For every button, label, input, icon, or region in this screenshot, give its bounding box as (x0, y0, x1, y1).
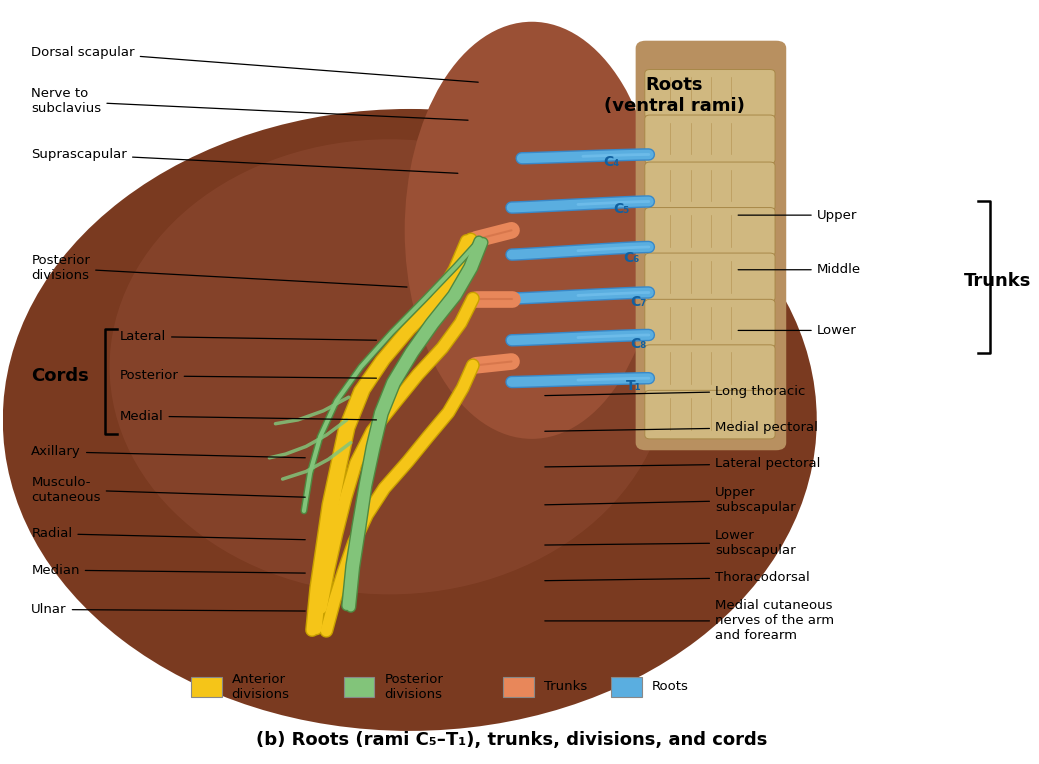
Text: Musculo-
cutaneous: Musculo- cutaneous (31, 476, 305, 503)
Text: Lower
subscapular: Lower subscapular (544, 529, 796, 557)
Text: Trunks: Trunks (964, 272, 1032, 290)
Bar (344, 677, 374, 697)
Text: Ulnar: Ulnar (31, 603, 305, 616)
Text: (b) Roots (rami C₅–T₁), trunks, divisions, and cords: (b) Roots (rami C₅–T₁), trunks, division… (256, 731, 767, 749)
Text: Cords: Cords (31, 367, 89, 385)
Text: Upper: Upper (738, 209, 857, 222)
Text: Medial cutaneous
nerves of the arm
and forearm: Medial cutaneous nerves of the arm and f… (544, 600, 834, 643)
Text: C₄: C₄ (603, 155, 619, 169)
Text: Anterior
divisions: Anterior divisions (232, 673, 290, 701)
FancyBboxPatch shape (645, 162, 775, 211)
Text: Trunks: Trunks (544, 681, 587, 694)
Text: Nerve to
subclavius: Nerve to subclavius (31, 87, 468, 120)
Ellipse shape (3, 109, 817, 731)
Text: Lower: Lower (738, 324, 856, 337)
Text: Thoracodorsal: Thoracodorsal (544, 571, 809, 584)
Text: C₅: C₅ (613, 202, 630, 216)
Text: Roots: Roots (651, 681, 689, 694)
Text: Posterior
divisions: Posterior divisions (384, 673, 444, 701)
FancyBboxPatch shape (645, 208, 775, 256)
Text: Axillary: Axillary (31, 445, 305, 458)
Text: Dorsal scapular: Dorsal scapular (31, 46, 478, 83)
FancyBboxPatch shape (645, 253, 775, 302)
FancyBboxPatch shape (645, 70, 775, 118)
FancyBboxPatch shape (645, 390, 775, 439)
FancyBboxPatch shape (645, 345, 775, 393)
Bar (503, 677, 534, 697)
Text: Long thoracic: Long thoracic (544, 384, 805, 397)
Text: C₇: C₇ (631, 296, 647, 309)
Text: C₆: C₆ (623, 251, 640, 264)
FancyBboxPatch shape (645, 115, 775, 163)
Bar (611, 677, 642, 697)
Text: Lateral: Lateral (119, 330, 376, 343)
Text: C₈: C₈ (631, 337, 647, 351)
Text: Radial: Radial (31, 527, 305, 540)
Text: Medial: Medial (119, 410, 376, 422)
Text: Suprascapular: Suprascapular (31, 148, 458, 173)
Bar (191, 677, 221, 697)
Text: Posterior
divisions: Posterior divisions (31, 254, 407, 287)
Text: Posterior: Posterior (119, 370, 376, 383)
Text: Middle: Middle (738, 264, 861, 277)
Text: Upper
subscapular: Upper subscapular (544, 487, 796, 514)
Text: Lateral pectoral: Lateral pectoral (544, 458, 821, 471)
Text: Roots
(ventral rami): Roots (ventral rami) (604, 76, 745, 115)
Ellipse shape (404, 21, 659, 439)
FancyBboxPatch shape (645, 299, 775, 348)
Text: T₁: T₁ (625, 379, 641, 393)
Text: Medial pectoral: Medial pectoral (544, 421, 818, 434)
FancyBboxPatch shape (636, 40, 787, 450)
Text: Median: Median (31, 564, 305, 577)
Ellipse shape (109, 139, 669, 594)
